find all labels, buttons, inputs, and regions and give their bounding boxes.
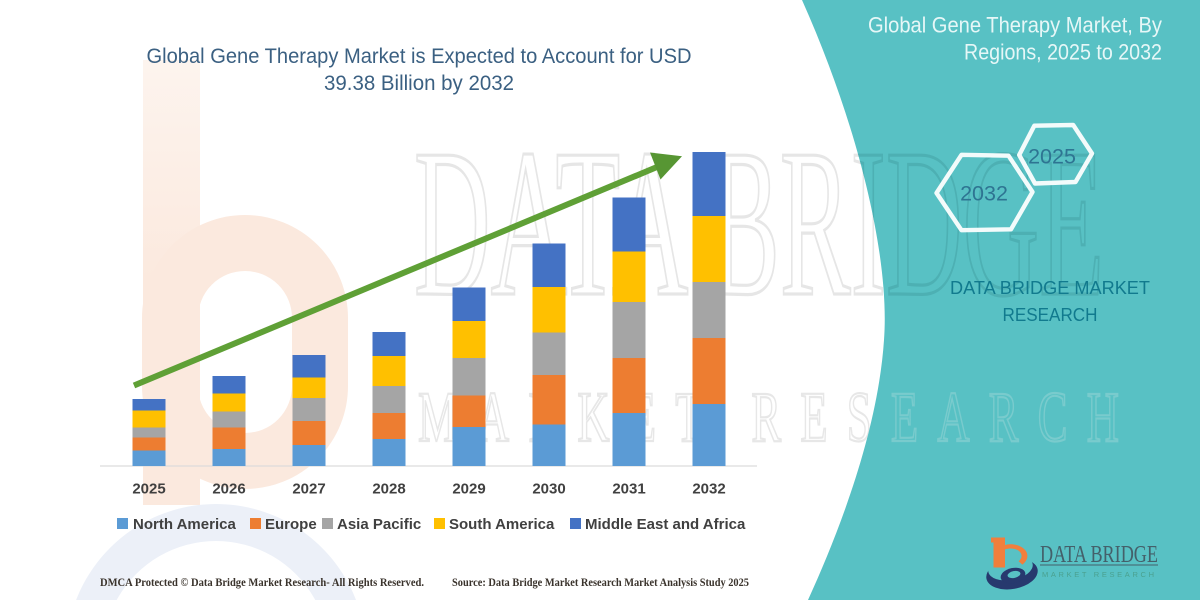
svg-text:MARKET RESEARCH: MARKET RESEARCH [418,377,1138,456]
svg-text:North America: North America [133,516,236,533]
svg-text:Regions, 2025 to 2032: Regions, 2025 to 2032 [964,40,1162,65]
svg-text:2030: 2030 [532,481,565,498]
svg-text:DATA BRIDGE: DATA BRIDGE [414,105,1104,340]
svg-text:DATA BRIDGE MARKET: DATA BRIDGE MARKET [950,277,1150,298]
svg-text:2027: 2027 [292,481,325,498]
svg-text:2032: 2032 [960,182,1008,206]
svg-text:2025: 2025 [1028,145,1076,169]
svg-text:DATA BRIDGE: DATA BRIDGE [1040,542,1158,568]
svg-text:2028: 2028 [372,481,405,498]
svg-text:RESEARCH: RESEARCH [1003,304,1098,325]
svg-text:2032: 2032 [692,481,725,498]
svg-text:39.38 Billion by 2032: 39.38 Billion by 2032 [324,71,514,95]
svg-text:2029: 2029 [452,481,485,498]
svg-text:Global Gene Therapy Market is: Global Gene Therapy Market is Expected t… [147,44,692,68]
svg-text:Middle East and Africa: Middle East and Africa [585,516,746,533]
svg-text:2031: 2031 [612,481,645,498]
svg-text:MARKET RESEARCH: MARKET RESEARCH [1042,570,1154,579]
svg-text:Source: Data Bridge Market Res: Source: Data Bridge Market Research Mark… [452,577,749,589]
svg-text:2026: 2026 [212,481,245,498]
svg-text:2025: 2025 [132,481,165,498]
svg-text:Global Gene Therapy Market, By: Global Gene Therapy Market, By [868,13,1162,38]
svg-text:South America: South America [449,516,555,533]
svg-text:Asia Pacific: Asia Pacific [337,516,421,533]
svg-text:DMCA Protected © Data Bridge M: DMCA Protected © Data Bridge Market Rese… [100,577,424,589]
svg-text:Europe: Europe [265,516,317,533]
